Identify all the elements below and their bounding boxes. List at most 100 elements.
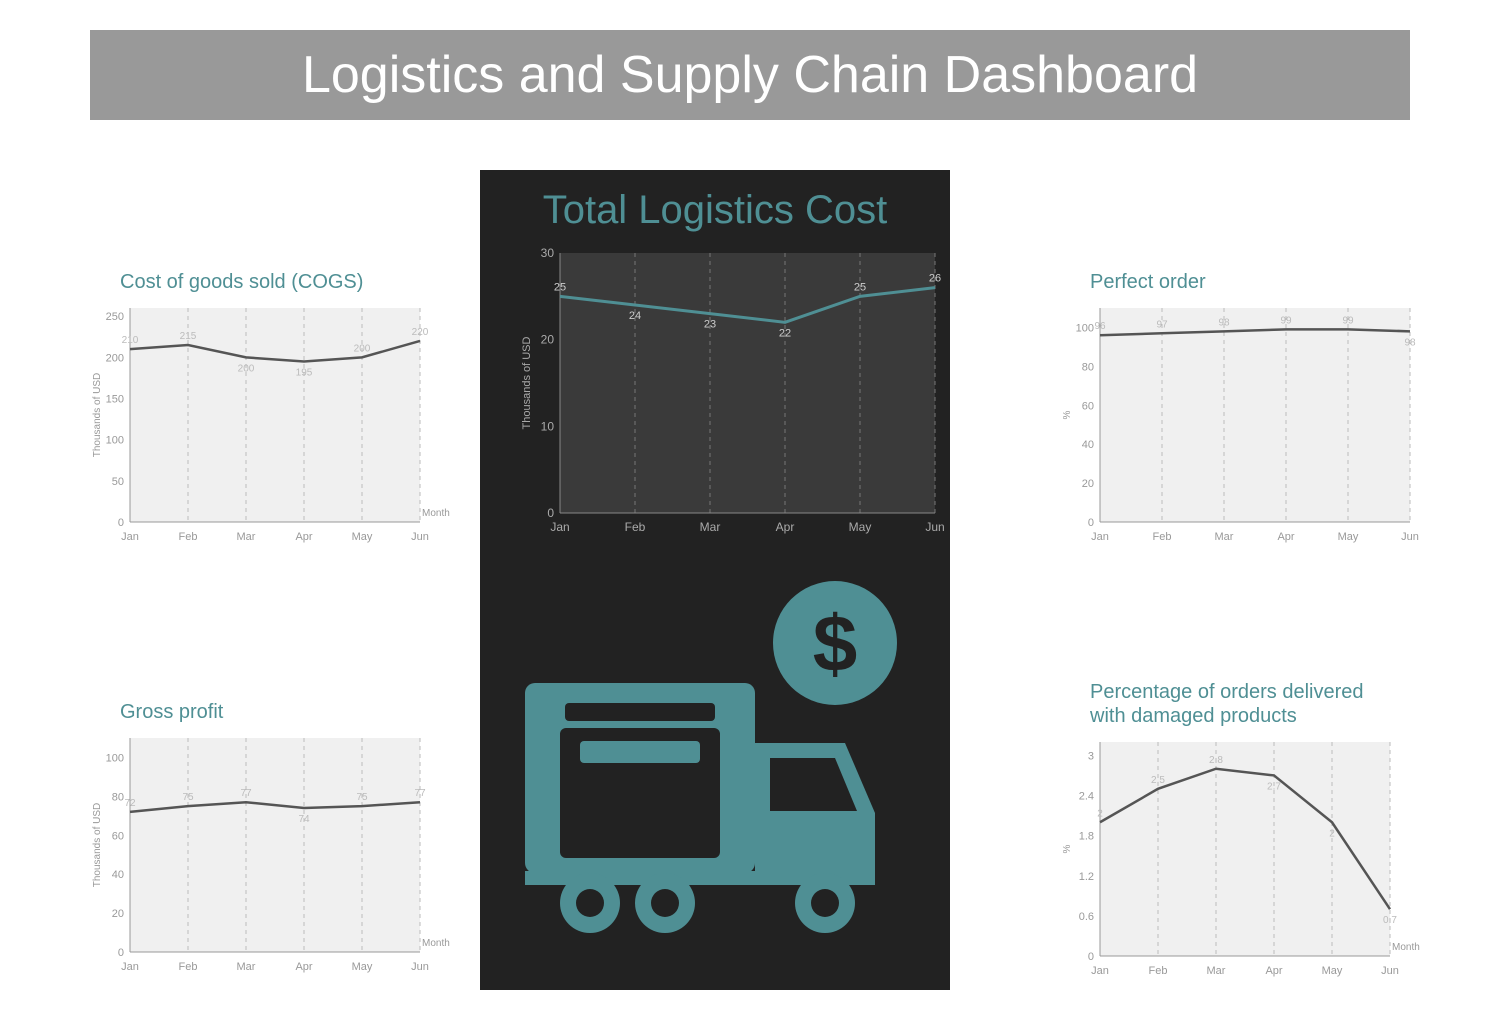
svg-text:22: 22: [779, 327, 791, 339]
header-banner: Logistics and Supply Chain Dashboard: [90, 30, 1410, 120]
svg-text:0: 0: [1088, 517, 1094, 529]
svg-text:0: 0: [118, 947, 124, 959]
svg-text:30: 30: [541, 246, 555, 260]
total-logistics-cost-chart: 0102030JanFebMarAprMayJun252423222526Tho…: [505, 243, 925, 533]
svg-text:2: 2: [1329, 828, 1335, 839]
svg-text:2.5: 2.5: [1151, 775, 1165, 786]
page-title: Logistics and Supply Chain Dashboard: [302, 45, 1198, 105]
svg-text:220: 220: [412, 327, 429, 338]
svg-text:Mar: Mar: [1207, 965, 1226, 977]
center-panel: Total Logistics Cost 0 10 20 30 Jan Feb Mar Apr…: [480, 170, 950, 990]
svg-text:200: 200: [106, 352, 124, 364]
svg-text:Mar: Mar: [237, 531, 256, 543]
svg-text:100: 100: [106, 752, 124, 764]
cogs-chart-title: Cost of goods sold (COGS): [120, 270, 440, 294]
svg-text:0.7: 0.7: [1383, 915, 1397, 926]
svg-text:20: 20: [112, 908, 124, 920]
delivery-truck-dollar-icon: $: [505, 573, 925, 938]
perfect-order-chart-title: Perfect order: [1090, 270, 1410, 294]
svg-text:Feb: Feb: [179, 531, 198, 543]
svg-text:Month: Month: [422, 938, 450, 949]
svg-text:Apr: Apr: [1265, 965, 1282, 977]
svg-text:May: May: [849, 520, 872, 534]
damaged-orders-chart-title: Percentage of orders delivered with dama…: [1090, 680, 1400, 728]
svg-text:3: 3: [1088, 750, 1094, 762]
perfect-order-chart: 020406080100JanFebMarAprMayJun9697989999…: [1050, 300, 1410, 555]
svg-text:Month: Month: [422, 508, 450, 519]
svg-text:Apr: Apr: [295, 961, 312, 973]
svg-text:%: %: [1062, 844, 1073, 853]
svg-text:2.8: 2.8: [1209, 755, 1223, 766]
svg-text:Jun: Jun: [925, 520, 944, 534]
svg-text:Thousands of USD: Thousands of USD: [521, 336, 533, 429]
svg-text:Feb: Feb: [625, 520, 646, 534]
svg-text:Feb: Feb: [1149, 965, 1168, 977]
svg-text:50: 50: [112, 476, 124, 488]
svg-text:Mar: Mar: [700, 520, 721, 534]
svg-text:98: 98: [1404, 337, 1416, 348]
svg-text:Month: Month: [1392, 942, 1420, 953]
svg-text:Feb: Feb: [179, 961, 198, 973]
svg-text:$: $: [813, 599, 858, 688]
svg-text:0: 0: [547, 506, 554, 520]
svg-text:97: 97: [1156, 319, 1168, 330]
damaged-orders-chart-container: Percentage of orders delivered with dama…: [1050, 680, 1410, 980]
svg-text:100: 100: [1076, 322, 1094, 334]
svg-text:210: 210: [122, 335, 139, 346]
svg-text:100: 100: [106, 435, 124, 447]
svg-text:2: 2: [1097, 808, 1103, 819]
svg-text:May: May: [1338, 531, 1359, 543]
svg-text:150: 150: [106, 394, 124, 406]
svg-text:96: 96: [1094, 321, 1106, 332]
svg-text:May: May: [352, 531, 373, 543]
svg-text:60: 60: [112, 830, 124, 842]
svg-text:Jan: Jan: [121, 961, 139, 973]
svg-text:99: 99: [1342, 315, 1354, 326]
svg-text:20: 20: [541, 333, 555, 347]
svg-text:Jun: Jun: [1381, 965, 1399, 977]
svg-text:24: 24: [629, 310, 641, 322]
svg-text:25: 25: [854, 281, 866, 293]
svg-text:Jun: Jun: [411, 961, 429, 973]
svg-text:1.8: 1.8: [1079, 831, 1094, 843]
svg-text:Jun: Jun: [1401, 531, 1419, 543]
svg-text:215: 215: [180, 331, 197, 342]
svg-text:Apr: Apr: [776, 520, 795, 534]
perfect-order-chart-container: Perfect order 020406080100JanFebMarAprMa…: [1050, 270, 1410, 570]
cogs-chart-container: Cost of goods sold (COGS) 05010015020025…: [80, 270, 440, 570]
svg-text:40: 40: [112, 869, 124, 881]
svg-text:26: 26: [929, 273, 941, 285]
svg-text:Jan: Jan: [550, 520, 569, 534]
svg-text:Jan: Jan: [1091, 531, 1109, 543]
svg-text:74: 74: [298, 814, 310, 825]
damaged-orders-chart: 00.61.21.82.43JanFebMarAprMayJun22.52.82…: [1050, 734, 1410, 989]
svg-text:Thousands of USD: Thousands of USD: [92, 373, 103, 458]
svg-text:200: 200: [238, 363, 255, 374]
svg-text:200: 200: [354, 343, 371, 354]
svg-text:75: 75: [182, 792, 194, 803]
svg-text:10: 10: [541, 419, 555, 433]
svg-text:1.2: 1.2: [1079, 871, 1094, 883]
svg-text:250: 250: [106, 311, 124, 323]
svg-text:Feb: Feb: [1153, 531, 1172, 543]
svg-text:75: 75: [356, 792, 368, 803]
svg-text:23: 23: [704, 319, 716, 331]
svg-text:72: 72: [124, 798, 136, 809]
center-chart-title: Total Logistics Cost: [543, 188, 888, 233]
svg-text:20: 20: [1082, 478, 1094, 490]
svg-text:May: May: [352, 961, 373, 973]
svg-text:195: 195: [296, 368, 313, 379]
svg-text:2.4: 2.4: [1079, 791, 1094, 803]
svg-text:99: 99: [1280, 315, 1292, 326]
svg-text:77: 77: [414, 788, 426, 799]
svg-text:Jan: Jan: [121, 531, 139, 543]
svg-text:2.7: 2.7: [1267, 781, 1281, 792]
svg-text:Thousands of USD: Thousands of USD: [92, 803, 103, 888]
svg-text:May: May: [1322, 965, 1343, 977]
svg-text:77: 77: [240, 788, 252, 799]
gross-profit-chart: 020406080100JanFebMarAprMayJun7275777475…: [80, 730, 440, 985]
svg-text:60: 60: [1082, 400, 1094, 412]
svg-text:Apr: Apr: [295, 531, 312, 543]
svg-text:Jan: Jan: [1091, 965, 1109, 977]
gross-profit-chart-container: Gross profit 020406080100JanFebMarAprMay…: [80, 700, 440, 1000]
